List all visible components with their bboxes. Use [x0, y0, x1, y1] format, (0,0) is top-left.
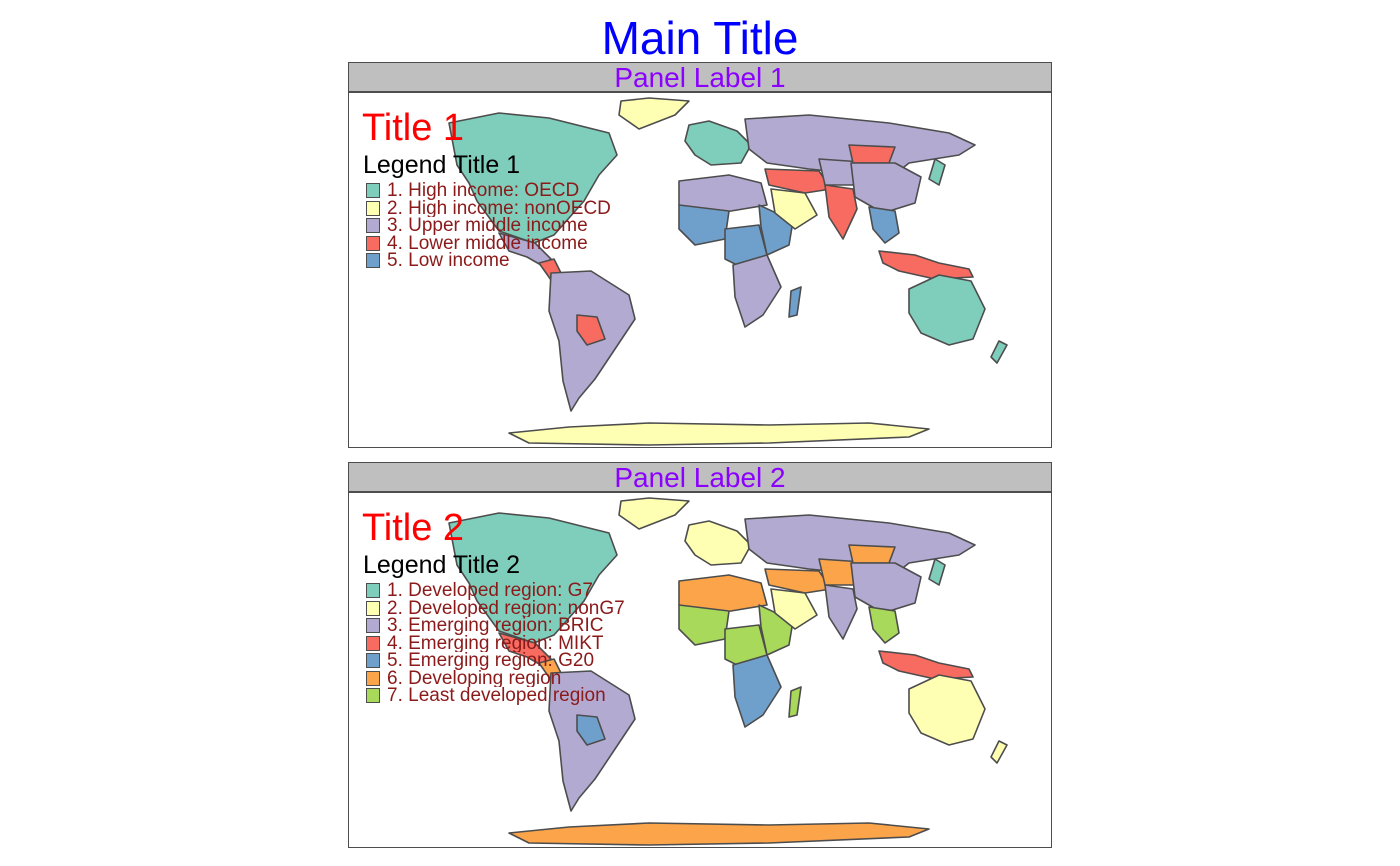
panel-label-1: Panel Label 1 [614, 62, 786, 93]
legend-label: 3. Emerging region: BRIC [387, 617, 604, 635]
greenland-region [618, 97, 690, 130]
india-region [824, 184, 858, 240]
new-zealand-region [990, 740, 1008, 764]
panel-label-2: Panel Label 2 [614, 462, 786, 493]
legend-swatch [366, 218, 380, 233]
indonesia-region [878, 650, 974, 680]
map-title-2: Title 2 [362, 507, 465, 549]
greenland-region [618, 497, 690, 530]
west-africa-region [678, 604, 730, 646]
madagascar-region [788, 286, 802, 318]
legend-label: 4. Lower middle income [387, 234, 588, 253]
legend-label: 1. Developed region: G7 [387, 582, 593, 600]
southeast-asia-region [868, 606, 900, 644]
legend-swatch [366, 688, 380, 703]
legend-label: 2. Developed region: nonG7 [387, 599, 625, 618]
middle-east-region [764, 568, 832, 594]
japan-region [928, 558, 946, 586]
legend-item: 1. Developed region: G7 [366, 582, 644, 600]
europe-region [684, 120, 752, 166]
indonesia-region [878, 250, 974, 280]
legend-item: 6. Developing region [366, 669, 644, 688]
legend-swatch [366, 618, 380, 633]
legend-label: 5. Low income [387, 252, 510, 270]
legend-swatch [366, 635, 380, 651]
legend-swatch [366, 253, 380, 268]
mongolia-region [848, 544, 896, 564]
legend-item: 4. Lower middle income [366, 234, 644, 253]
southern-africa-region [732, 654, 782, 728]
legend-item: 7. Least developed region [366, 687, 644, 705]
legend-item: 5. Low income [366, 252, 644, 270]
bolivia-region [576, 714, 606, 746]
west-africa-region [678, 204, 730, 246]
map-title-1: Title 1 [362, 107, 465, 149]
legend-1: 1. High income: OECD 2. High income: nonO… [366, 182, 644, 270]
middle-east-region [764, 168, 832, 194]
legend-title-2: Legend Title 2 [363, 551, 521, 579]
panel-strip-1 [348, 62, 1052, 92]
madagascar-region [788, 686, 802, 718]
legend-swatch [366, 235, 380, 251]
australia-region [908, 674, 986, 746]
legend-label: 7. Least developed region [387, 687, 606, 705]
world-map-2 [448, 497, 1008, 846]
map-panel-1: Panel Label 1 Title 1 Legend Title 1 1. … [348, 62, 1052, 448]
map-frame-2: Title 2 Legend Title 2 1. Developed regi… [348, 492, 1052, 848]
japan-region [928, 158, 946, 186]
india-region [824, 584, 858, 640]
legend-item: 1. High income: OECD [366, 182, 644, 200]
mongolia-region [848, 144, 896, 164]
legend-label: 1. High income: OECD [387, 182, 580, 200]
legend-item: 3. Upper middle income [366, 217, 644, 235]
world-map-1 [448, 97, 1008, 446]
panel-strip-2 [348, 462, 1052, 492]
main-title: Main Title [601, 12, 799, 64]
map-panel-2: Panel Label 2 Title 2 Legend Title 2 1. … [348, 462, 1052, 848]
china-region [850, 562, 922, 614]
legend-label: 4. Emerging region: MIKT [387, 634, 604, 653]
antarctica-region [508, 422, 930, 446]
legend-item: 4. Emerging region: MIKT [366, 634, 644, 653]
legend-swatch [366, 670, 380, 686]
southern-africa-region [732, 254, 782, 328]
legend-swatch [366, 653, 380, 668]
legend-label: 6. Developing region [387, 669, 562, 688]
legend-title-1: Legend Title 1 [363, 151, 521, 179]
southeast-asia-region [868, 206, 900, 244]
australia-region [908, 274, 986, 346]
legend-2: 1. Developed region: G7 2. Developed regi… [366, 582, 644, 705]
map-frame-1: Title 1 Legend Title 1 1. High income: O… [348, 92, 1052, 448]
bolivia-region [576, 314, 606, 346]
legend-label: 3. Upper middle income [387, 217, 588, 235]
legend-swatch [366, 600, 380, 616]
legend-item: 3. Emerging region: BRIC [366, 617, 644, 635]
legend-item: 5. Emerging region: G20 [366, 652, 644, 670]
legend-item: 2. Developed region: nonG7 [366, 599, 644, 618]
legend-swatch [366, 583, 380, 598]
legend-label: 5. Emerging region: G20 [387, 652, 595, 670]
legend-swatch [366, 200, 380, 216]
china-region [850, 162, 922, 214]
legend-label: 2. High income: nonOECD [387, 199, 611, 218]
new-zealand-region [990, 340, 1008, 364]
antarctica-region [508, 822, 930, 846]
north-america-region [448, 112, 618, 244]
legend-swatch [366, 183, 380, 198]
north-america-region [448, 512, 618, 644]
europe-region [684, 520, 752, 566]
legend-item: 2. High income: nonOECD [366, 199, 644, 218]
